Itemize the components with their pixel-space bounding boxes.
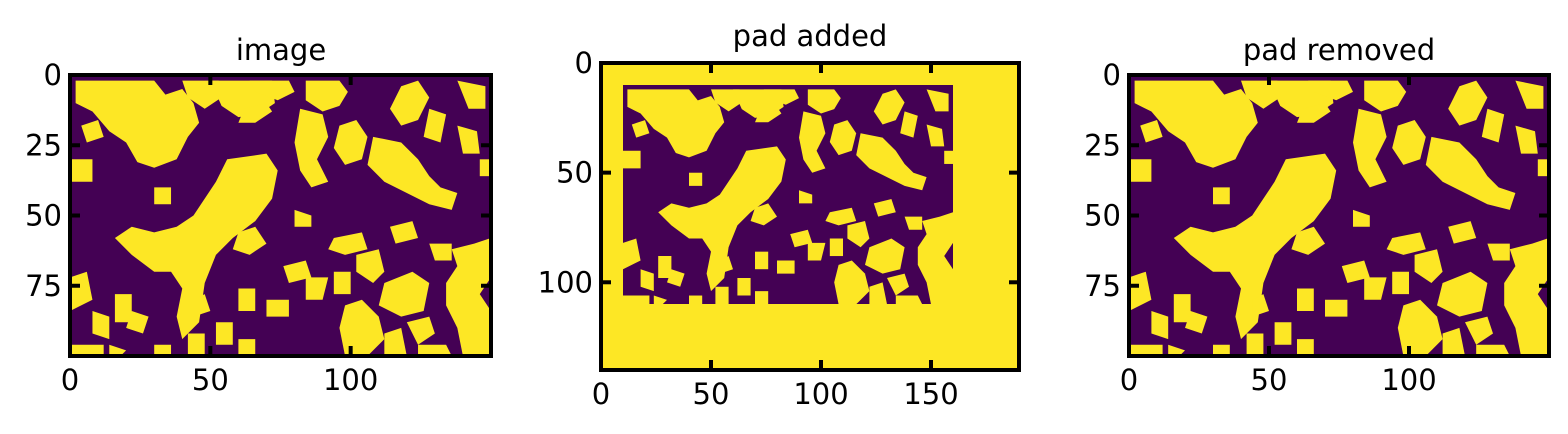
x-tick-label: 50 <box>693 377 730 411</box>
y-tick-label: 25 <box>1084 128 1121 162</box>
x-tick-label: 100 <box>323 363 378 397</box>
heatmap-image <box>70 75 491 356</box>
heatmap-pad-removed <box>1129 75 1549 356</box>
y-tick-label: 25 <box>25 128 62 162</box>
x-tick-label: 50 <box>192 363 229 397</box>
ticks-pad-added: 0 50 100 150 0 50 100 <box>538 46 1019 411</box>
x-tick-label: 0 <box>592 377 610 411</box>
chart-title-image: image <box>236 33 326 67</box>
chart-title-pad-removed: pad removed <box>1243 33 1435 67</box>
y-tick-label: 0 <box>44 58 62 92</box>
axes-image: image 0 50 100 0 25 50 75 <box>25 33 493 397</box>
ticks-pad-removed: 0 50 100 0 25 50 75 <box>1084 58 1549 397</box>
axes-pad-added: pad added 0 50 100 150 0 50 100 <box>538 19 1021 411</box>
ticks-image: 0 50 100 0 25 50 75 <box>25 58 491 397</box>
y-tick-label: 50 <box>556 156 593 190</box>
x-tick-label: 0 <box>1120 363 1138 397</box>
y-tick-label: 50 <box>1084 199 1121 233</box>
x-tick-label: 50 <box>1251 363 1288 397</box>
x-tick-label: 150 <box>903 377 958 411</box>
x-tick-label: 0 <box>61 363 79 397</box>
axes-pad-removed: pad removed 0 50 100 0 25 50 75 <box>1084 33 1551 397</box>
chart-title-pad-added: pad added <box>733 19 888 53</box>
y-tick-label: 75 <box>1084 269 1121 303</box>
y-tick-label: 50 <box>25 199 62 233</box>
y-tick-label: 0 <box>1103 58 1121 92</box>
x-tick-label: 100 <box>1381 363 1436 397</box>
x-tick-label: 100 <box>793 377 848 411</box>
axes-frame-pad-added <box>599 61 1021 372</box>
heatmap-pad-added <box>601 63 1019 370</box>
y-tick-label: 0 <box>575 46 593 80</box>
y-tick-label: 100 <box>538 265 593 299</box>
y-tick-label: 75 <box>25 269 62 303</box>
